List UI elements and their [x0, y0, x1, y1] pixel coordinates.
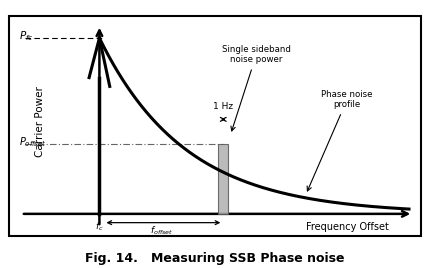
Text: Phase noise
profile: Phase noise profile: [307, 90, 373, 191]
Text: P$_{fc}$: P$_{fc}$: [19, 29, 34, 43]
Text: P$_{offset}$: P$_{offset}$: [19, 136, 46, 149]
Text: Single sideband
noise power: Single sideband noise power: [222, 45, 291, 131]
Bar: [218, 144, 228, 214]
Text: Frequency Offset: Frequency Offset: [306, 222, 389, 232]
Text: Carrier Power: Carrier Power: [34, 86, 45, 157]
Text: Fig. 14.   Measuring SSB Phase noise: Fig. 14. Measuring SSB Phase noise: [85, 252, 345, 265]
Text: 1 Hz: 1 Hz: [213, 102, 233, 111]
Text: f$_c$: f$_c$: [95, 221, 104, 233]
Text: f$_{offset}$: f$_{offset}$: [150, 224, 173, 237]
